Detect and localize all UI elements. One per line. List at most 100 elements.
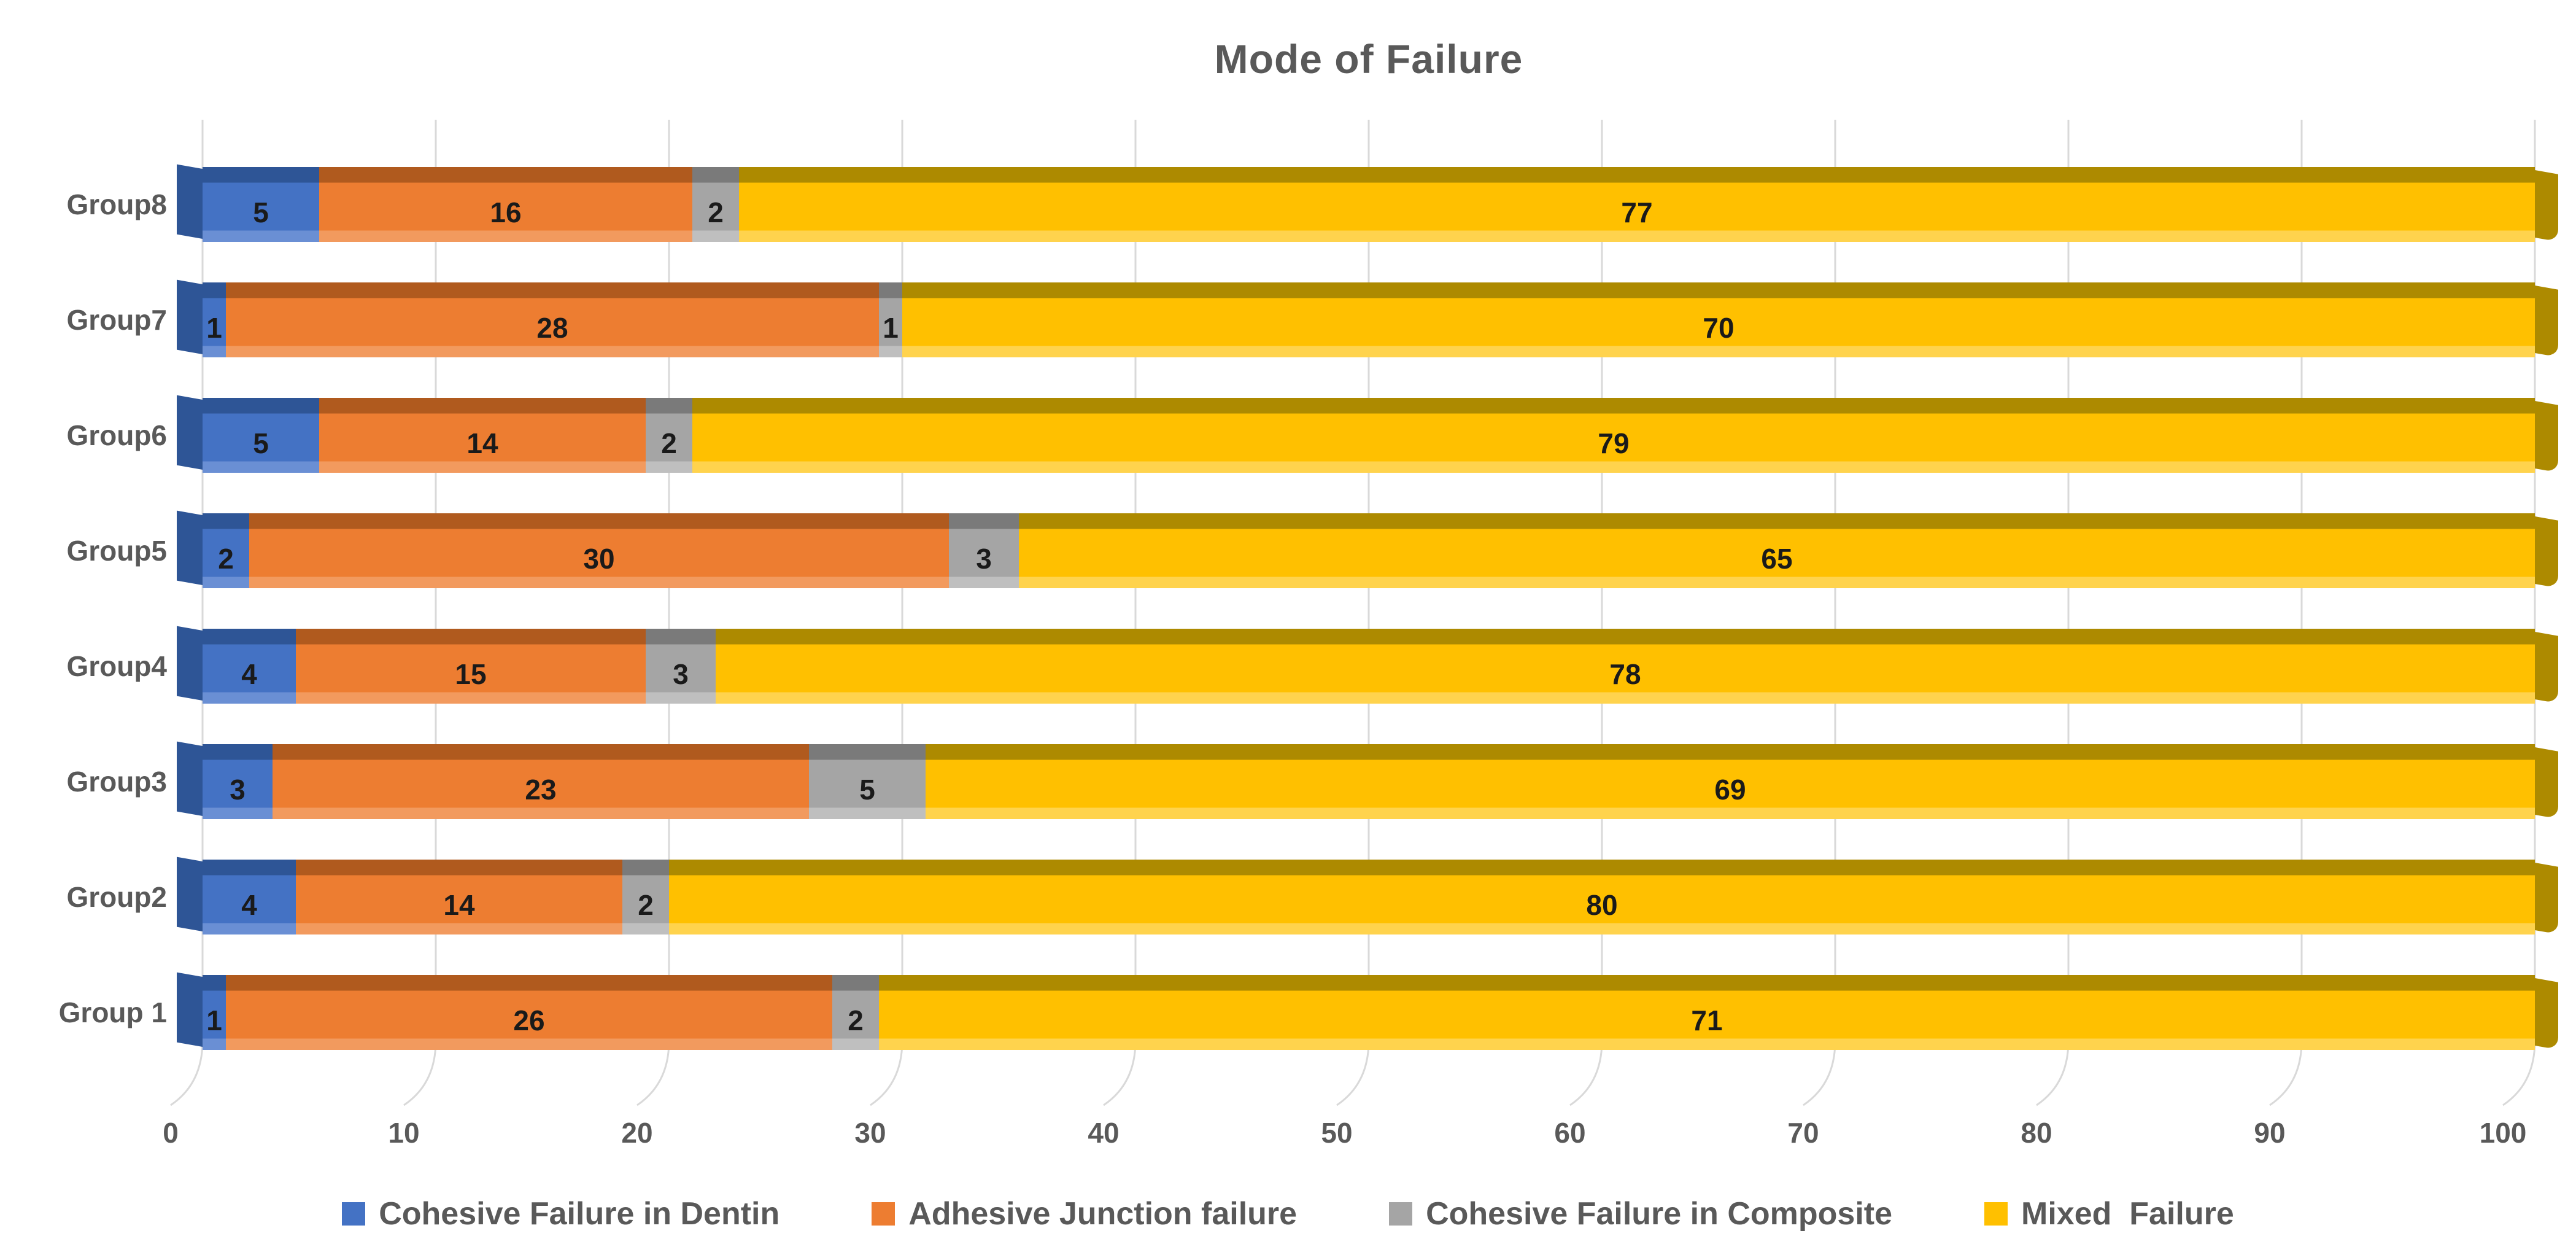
legend-item: Cohesive Failure in Composite [1389,1195,1892,1232]
bar-segment: 26 [226,975,832,1050]
x-tick-label: 90 [2254,1117,2286,1149]
data-label: 71 [1691,1004,1723,1036]
data-label: 80 [1586,889,1618,921]
data-label: 5 [859,774,875,806]
bar-segment: 14 [296,860,622,934]
category-label: Group 1 [58,997,167,1028]
data-label: 5 [253,196,269,228]
gridline [1103,120,1137,1106]
x-tick-label: 50 [1321,1117,1353,1149]
bar-segment: 2 [692,167,739,242]
data-label: 1 [206,312,222,344]
gridline [870,120,903,1106]
data-label: 2 [848,1004,864,1036]
data-label: 3 [673,658,689,690]
bar-right-cap [2535,516,2558,588]
category-label: Group3 [66,766,167,798]
data-label: 77 [1621,196,1653,228]
legend-item: Adhesive Junction failure [872,1195,1297,1232]
data-label: 79 [1598,427,1630,459]
data-label: 2 [638,889,654,921]
data-label: 26 [513,1004,545,1036]
bar-segment: 30 [249,513,949,588]
x-tick-label: 30 [854,1117,886,1149]
category-label: Group4 [66,650,167,682]
bar-segment: 65 [1019,513,2535,588]
data-label: 2 [218,543,234,575]
data-label: 3 [230,774,246,806]
bar-left-cap [177,279,203,354]
category-label: Group8 [66,188,167,220]
gridline [403,120,437,1106]
legend-swatch-icon [1984,1202,2008,1226]
bar-left-cap [177,164,203,239]
bar-segment: 71 [879,975,2535,1050]
bar-segment: 77 [739,167,2535,242]
bar-segment: 5 [203,167,319,242]
bar-segment: 5 [809,744,926,819]
bar-right-cap [2535,747,2558,819]
bar-segment: 70 [902,282,2535,357]
x-tick-label: 20 [621,1117,653,1149]
data-label: 30 [583,543,615,575]
data-label: 14 [466,427,498,459]
bar-segment: 14 [319,398,646,473]
bar-right-cap [2535,286,2558,357]
bar-left-cap [177,626,203,701]
gridline [2502,120,2536,1106]
legend-label: Cohesive Failure in Composite [1426,1196,1893,1232]
legend-label: Adhesive Junction failure [908,1196,1298,1232]
bar-right-cap [2535,978,2558,1050]
bar-left-cap [177,510,203,585]
bar-right-cap [2535,170,2558,242]
category-label: Group2 [66,881,167,913]
data-label: 15 [455,658,487,690]
bar-left-cap [177,395,203,470]
gridline [1336,120,1370,1106]
data-label: 5 [253,427,269,459]
bar-segment: 2 [622,860,669,934]
data-label: 3 [976,543,992,575]
data-label: 14 [443,889,475,921]
legend-label: Cohesive Failure in Dentin [379,1196,780,1232]
bar-segment: 16 [319,167,692,242]
bar-segment: 2 [646,398,692,473]
gridline [1803,120,1836,1106]
data-label: 1 [883,312,899,344]
bar-segment: 23 [273,744,809,819]
bar-segment: 2 [832,975,879,1050]
gridline [170,120,204,1106]
data-label: 78 [1609,658,1641,690]
bar-segment: 78 [716,629,2535,704]
legend-item: Cohesive Failure in Dentin [342,1195,779,1232]
data-label: 1 [206,1004,222,1036]
bar-segment: 4 [203,629,296,704]
bar-segment: 5 [203,398,319,473]
x-tick-label: 100 [2479,1117,2527,1149]
chart-title: Mode of Failure [1214,36,1523,82]
bar-segment: 3 [949,513,1019,588]
x-tick-label: 80 [2021,1117,2052,1149]
data-label: 65 [1761,543,1793,575]
bar-segment: 3 [203,744,273,819]
category-label: Group6 [66,419,167,451]
bar-right-cap [2535,401,2558,473]
bar-left-cap [177,857,203,931]
x-tick-label: 40 [1088,1117,1120,1149]
bar-left-cap [177,741,203,816]
x-tick-label: 70 [1787,1117,1819,1149]
category-label: Group5 [66,535,167,567]
bar-segment: 1 [879,282,902,357]
legend-swatch-icon [1389,1202,1413,1226]
legend: Cohesive Failure in Dentin Adhesive Junct… [0,1180,2576,1248]
bar-segment: 1 [203,975,226,1050]
gridline [2036,120,2070,1106]
category-label: Group7 [66,304,167,336]
bar-segment: 79 [692,398,2535,473]
x-tick-label: 60 [1554,1117,1586,1149]
data-label: 70 [1703,312,1735,344]
bar-left-cap [177,972,203,1047]
bar-right-cap [2535,863,2558,934]
data-label: 69 [1714,774,1746,806]
